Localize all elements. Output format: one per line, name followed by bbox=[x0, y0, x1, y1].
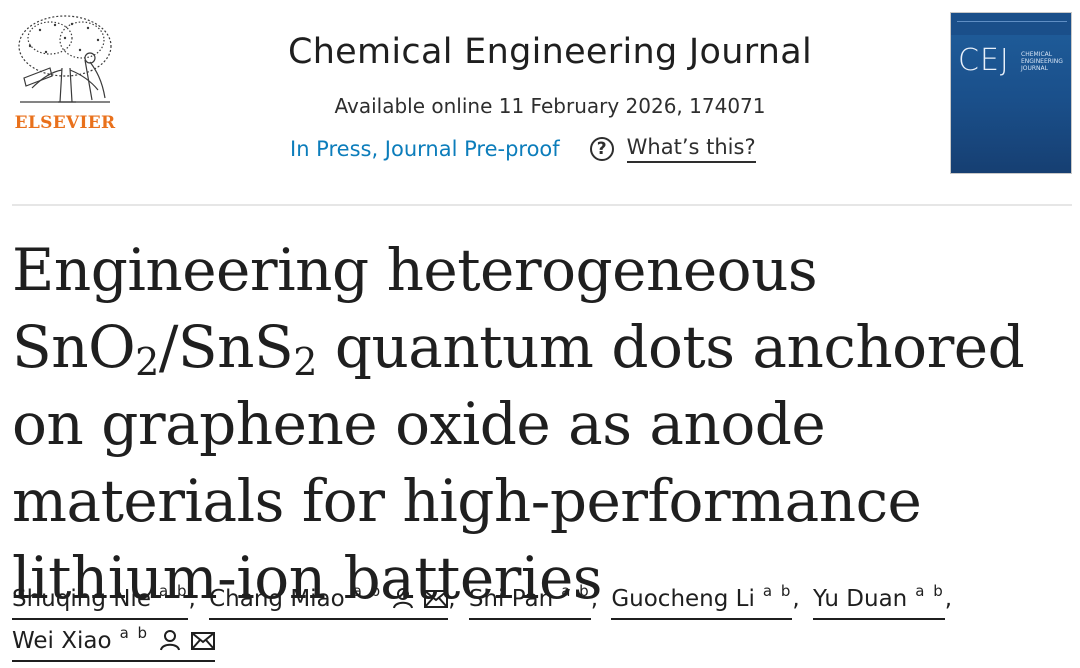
mail-icon bbox=[191, 632, 216, 650]
elsevier-tree-icon bbox=[18, 15, 112, 103]
article-title: Engineering heterogeneous SnO2/SnS2 quan… bbox=[12, 236, 1025, 612]
cover-abbreviation: CEJ bbox=[958, 43, 1010, 78]
author-link[interactable]: Shi Pan a b bbox=[468, 582, 591, 620]
author-link[interactable]: Guocheng Li a b bbox=[611, 582, 793, 620]
in-press-link[interactable]: In Press, Journal Pre-proof bbox=[290, 137, 560, 161]
available-online-date: Available online 11 February 2026, 17407… bbox=[334, 94, 766, 118]
cover-line bbox=[957, 21, 1067, 22]
cover-full-name: CHEMICAL ENGINEERING JOURNAL bbox=[1021, 51, 1063, 72]
publication-status: In Press, Journal Pre-proof ? What’s thi… bbox=[290, 133, 756, 165]
article-header: ELSEVIER Chemical Engineering Journal Av… bbox=[0, 0, 1080, 200]
journal-cover[interactable]: CEJ CHEMICAL ENGINEERING JOURNAL bbox=[950, 12, 1072, 174]
elsevier-logo[interactable] bbox=[10, 10, 120, 135]
publisher-name: ELSEVIER bbox=[14, 113, 116, 133]
author-link[interactable]: Yu Duan a b bbox=[812, 582, 945, 620]
author-link[interactable]: Shuqing Nie a b bbox=[12, 582, 189, 620]
header-divider bbox=[12, 204, 1072, 206]
author-link[interactable]: Wei Xiao a b bbox=[12, 624, 216, 662]
person-icon bbox=[160, 630, 181, 651]
author-list: Shuqing Nie a b, Chang Miao a b , Shi Pan a… bbox=[12, 578, 1072, 662]
journal-title[interactable]: Chemical Engineering Journal bbox=[287, 32, 813, 72]
mail-icon bbox=[424, 590, 449, 608]
cover-top-band bbox=[951, 13, 1071, 35]
whats-this-link[interactable]: What’s this? bbox=[626, 135, 756, 163]
person-icon bbox=[393, 588, 414, 609]
question-circle-icon[interactable]: ? bbox=[589, 137, 614, 161]
author-link[interactable]: Chang Miao a b bbox=[209, 582, 449, 620]
